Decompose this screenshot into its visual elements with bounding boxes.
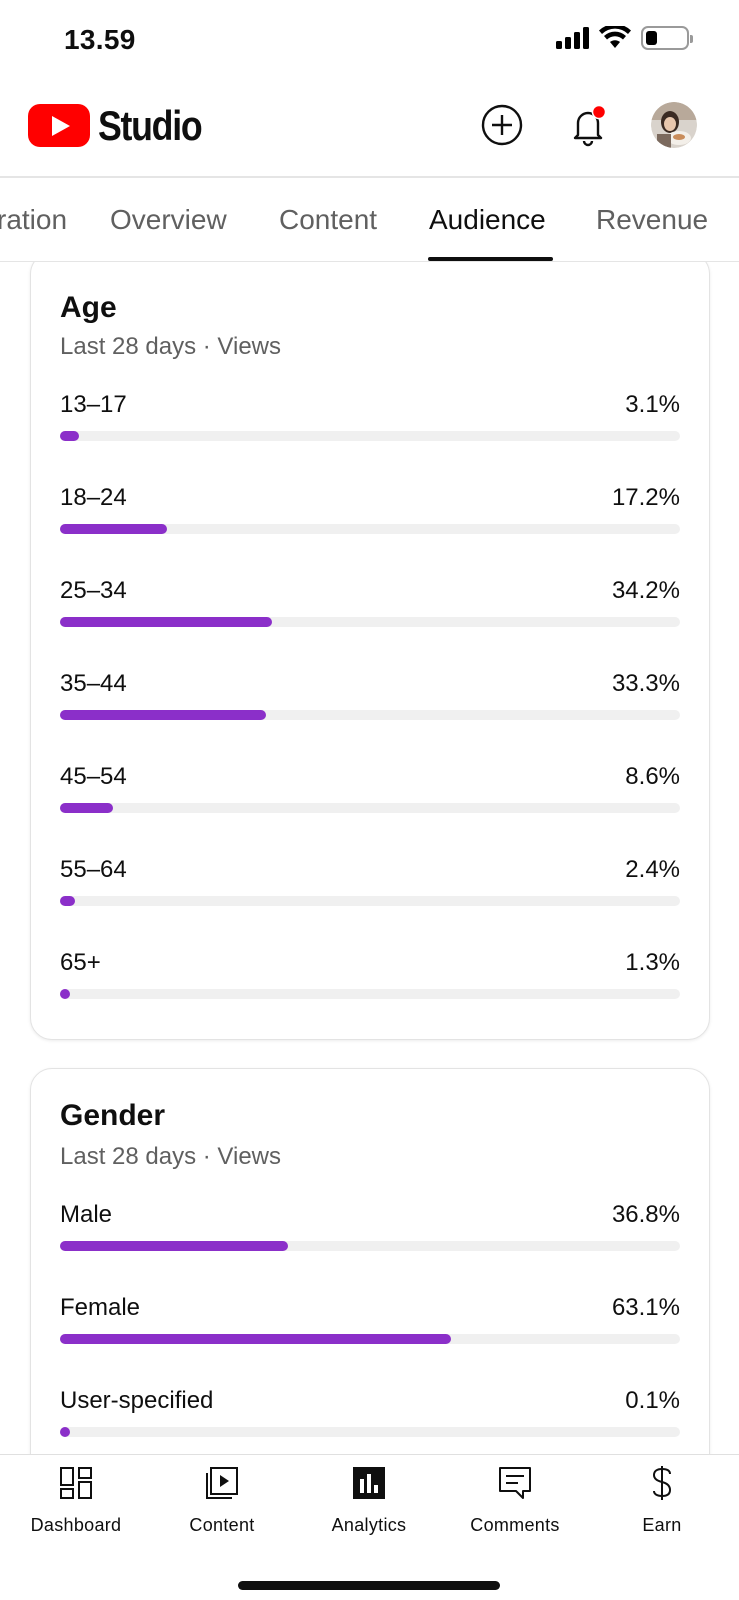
bar-track — [60, 1427, 680, 1437]
dollar-icon — [652, 1466, 672, 1500]
bar-fill — [60, 617, 273, 627]
youtube-play-icon — [28, 104, 90, 147]
age-percent-value: 1.3% — [625, 949, 680, 976]
card-subtitle: Last 28 days · Views — [60, 1143, 282, 1170]
bar-fill — [60, 896, 75, 906]
card-title: Age — [60, 291, 117, 324]
tab-content[interactable]: Content — [279, 204, 378, 235]
audience-content[interactable]: Age Last 28 days · Views 13–17 3.1% 18–2… — [0, 262, 739, 1454]
comments-icon — [499, 1467, 531, 1499]
age-row: 18–24 17.2% — [60, 484, 680, 554]
age-range-label: 35–44 — [60, 670, 127, 697]
bar-fill — [60, 710, 267, 720]
home-indicator[interactable] — [238, 1581, 500, 1590]
header-actions — [479, 102, 697, 148]
bar-fill — [60, 524, 167, 534]
status-time: 13.59 — [64, 24, 136, 55]
bar-fill — [60, 1334, 452, 1344]
battery-icon — [641, 26, 693, 50]
nav-dashboard[interactable]: Dashboard — [3, 1465, 149, 1536]
nav-label: Content — [189, 1515, 255, 1535]
age-range-label: 25–34 — [60, 577, 127, 604]
notification-dot — [591, 104, 607, 120]
tab-overview[interactable]: Overview — [110, 204, 227, 235]
age-range-label: 13–17 — [60, 391, 127, 418]
status-bar: 13.59 — [0, 0, 739, 82]
age-row: 45–54 8.6% — [60, 763, 680, 833]
age-percent-value: 34.2% — [611, 577, 680, 604]
age-row: 65+ 1.3% — [60, 949, 680, 1019]
avatar[interactable] — [651, 102, 697, 148]
age-row: 55–64 2.4% — [60, 856, 680, 926]
nav-label: Dashboard — [30, 1515, 122, 1535]
bar-track — [60, 431, 680, 441]
bar-track — [60, 803, 680, 813]
bar-fill — [60, 431, 80, 441]
age-range-label: 45–54 — [60, 763, 127, 790]
nav-analytics[interactable]: Analytics — [296, 1465, 442, 1536]
nav-label: Earn — [642, 1515, 682, 1535]
gender-label: User-specified — [60, 1387, 214, 1414]
age-percent-value: 8.6% — [625, 763, 680, 790]
bar-track — [60, 1334, 680, 1344]
gender-percent-value: 63.1% — [611, 1294, 680, 1321]
gender-row: User-specified 0.1% — [60, 1387, 680, 1454]
create-plus-icon[interactable] — [479, 102, 525, 148]
gender-percent-value: 0.1% — [625, 1387, 680, 1414]
nav-earn[interactable]: Earn — [589, 1465, 735, 1536]
bar-fill — [60, 989, 70, 999]
age-percent-value: 17.2% — [611, 484, 680, 511]
studio-logo[interactable]: Studio — [28, 104, 220, 147]
bottom-nav: Dashboard Content Analytics Comments — [0, 1454, 739, 1600]
tab-inspiration[interactable]: ration — [0, 204, 68, 235]
header-divider — [0, 176, 739, 178]
gender-row: Male 36.8% — [60, 1201, 680, 1271]
age-percent-value: 2.4% — [625, 856, 680, 883]
bar-track — [60, 896, 680, 906]
nav-label: Analytics — [331, 1515, 407, 1535]
notifications-bell-icon[interactable] — [565, 102, 611, 148]
status-icons — [556, 26, 693, 50]
cellular-signal-icon — [556, 27, 589, 49]
age-card: Age Last 28 days · Views 13–17 3.1% 18–2… — [30, 262, 710, 1040]
bar-fill — [60, 1241, 289, 1251]
nav-content[interactable]: Content — [149, 1465, 295, 1536]
gender-row: Female 63.1% — [60, 1294, 680, 1364]
age-range-label: 65+ — [60, 949, 101, 976]
analytics-icon — [353, 1467, 385, 1499]
wifi-icon — [599, 26, 631, 48]
active-tab-indicator — [428, 257, 553, 261]
app-header: Studio — [0, 92, 739, 176]
dashboard-icon — [60, 1467, 92, 1499]
gender-label: Male — [60, 1201, 113, 1228]
bar-fill — [60, 1427, 70, 1437]
bar-track — [60, 710, 680, 720]
age-row: 35–44 33.3% — [60, 670, 680, 740]
analytics-tabs: ration Overview Content Audience Revenue — [0, 178, 739, 262]
age-range-label: 55–64 — [60, 856, 127, 883]
age-range-label: 18–24 — [60, 484, 127, 511]
bar-track — [60, 524, 680, 534]
gender-label: Female — [60, 1294, 141, 1321]
bar-track — [60, 617, 680, 627]
age-percent-value: 33.3% — [611, 670, 680, 697]
bar-track — [60, 1241, 680, 1251]
bar-fill — [60, 803, 114, 813]
gender-percent-value: 36.8% — [611, 1201, 680, 1228]
content-icon — [206, 1467, 238, 1499]
card-title: Gender — [60, 1099, 166, 1132]
bar-track — [60, 989, 680, 999]
battery-level — [646, 31, 657, 45]
gender-card: Gender Last 28 days · Views Male 36.8% F… — [30, 1068, 710, 1454]
age-row: 13–17 3.1% — [60, 391, 680, 461]
card-subtitle: Last 28 days · Views — [60, 333, 282, 360]
tab-audience[interactable]: Audience — [429, 204, 546, 235]
tab-revenue[interactable]: Revenue — [596, 204, 709, 235]
age-row: 25–34 34.2% — [60, 577, 680, 647]
logo-text: Studio — [98, 101, 203, 149]
age-percent-value: 3.1% — [625, 391, 680, 418]
nav-comments[interactable]: Comments — [442, 1465, 588, 1536]
nav-label: Comments — [470, 1515, 560, 1535]
